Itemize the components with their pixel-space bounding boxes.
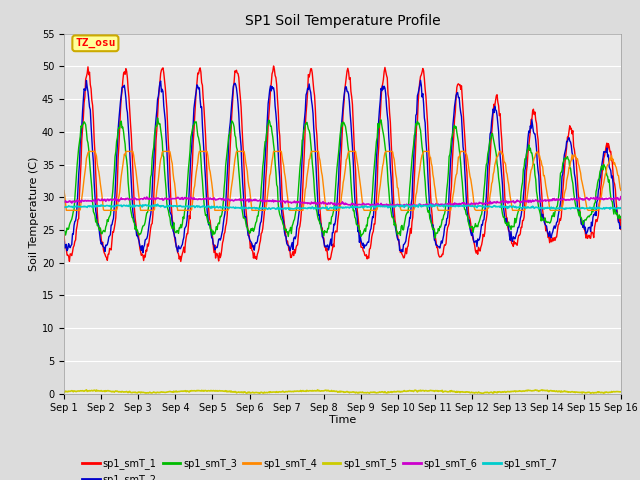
- sp1_smT_1: [183, 231, 191, 237]
- sp1_smT_6: [617, 194, 625, 200]
- sp1_smT_3: [335, 150, 342, 156]
- sp1_smT_2: [139, 250, 147, 256]
- sp1_smT_2: [617, 224, 625, 230]
- sp1_smT_2: [207, 228, 215, 234]
- sp1_smT_1: [617, 227, 625, 232]
- sp1_smT_3: [617, 214, 625, 219]
- sp1_smT_1: [269, 63, 277, 69]
- sp1_smT_2: [568, 143, 575, 149]
- sp1_smT_1: [445, 223, 452, 228]
- sp1_smT_7: [389, 204, 397, 209]
- sp1_smT_4: [60, 188, 68, 193]
- Line: sp1_smT_7: sp1_smT_7: [64, 204, 621, 210]
- sp1_smT_3: [389, 214, 397, 220]
- sp1_smT_4: [335, 207, 343, 213]
- sp1_smT_7: [182, 203, 190, 209]
- sp1_smT_4: [617, 187, 625, 193]
- sp1_smT_3: [445, 170, 452, 176]
- sp1_smT_5: [207, 387, 215, 393]
- sp1_smT_7: [445, 203, 452, 209]
- X-axis label: Time: Time: [329, 415, 356, 425]
- sp1_smT_6: [334, 201, 342, 206]
- sp1_smT_2: [183, 218, 191, 224]
- Line: sp1_smT_5: sp1_smT_5: [64, 390, 621, 394]
- sp1_smT_6: [182, 195, 190, 201]
- sp1_smT_5: [60, 390, 68, 396]
- sp1_smT_7: [335, 204, 342, 210]
- sp1_smT_6: [60, 199, 68, 205]
- sp1_smT_7: [206, 204, 214, 210]
- sp1_smT_3: [60, 228, 68, 234]
- sp1_smT_4: [85, 148, 93, 154]
- Y-axis label: Soil Temperature (C): Soil Temperature (C): [29, 156, 39, 271]
- sp1_smT_7: [255, 207, 263, 213]
- sp1_smT_3: [183, 186, 191, 192]
- sp1_smT_4: [63, 207, 70, 213]
- sp1_smT_4: [445, 207, 452, 213]
- sp1_smT_4: [390, 154, 397, 159]
- sp1_smT_3: [154, 115, 161, 121]
- sp1_smT_7: [617, 205, 625, 211]
- sp1_smT_5: [183, 388, 191, 394]
- sp1_smT_1: [207, 226, 215, 231]
- sp1_smT_6: [388, 202, 396, 208]
- sp1_smT_5: [617, 389, 625, 395]
- sp1_smT_5: [256, 391, 264, 396]
- sp1_smT_2: [335, 178, 342, 184]
- sp1_smT_1: [390, 192, 397, 198]
- Text: TZ_osu: TZ_osu: [75, 38, 116, 48]
- sp1_smT_7: [415, 202, 423, 207]
- sp1_smT_4: [184, 207, 191, 213]
- Line: sp1_smT_6: sp1_smT_6: [64, 197, 621, 206]
- sp1_smT_4: [568, 157, 575, 163]
- sp1_smT_7: [60, 204, 68, 210]
- sp1_smT_1: [60, 232, 68, 238]
- sp1_smT_1: [177, 259, 184, 264]
- sp1_smT_5: [445, 389, 452, 395]
- Legend: sp1_smT_1, sp1_smT_2, sp1_smT_3, sp1_smT_4, sp1_smT_5, sp1_smT_6, sp1_smT_7: sp1_smT_1, sp1_smT_2, sp1_smT_3, sp1_smT…: [79, 454, 562, 480]
- sp1_smT_5: [568, 389, 575, 395]
- sp1_smT_6: [206, 195, 214, 201]
- sp1_smT_5: [335, 388, 343, 394]
- sp1_smT_7: [568, 205, 575, 211]
- sp1_smT_1: [568, 125, 575, 131]
- sp1_smT_6: [398, 204, 406, 209]
- Line: sp1_smT_4: sp1_smT_4: [64, 151, 621, 210]
- sp1_smT_5: [83, 387, 90, 393]
- sp1_smT_6: [566, 197, 574, 203]
- sp1_smT_3: [431, 235, 439, 241]
- Line: sp1_smT_3: sp1_smT_3: [64, 118, 621, 238]
- sp1_smT_2: [389, 207, 397, 213]
- Line: sp1_smT_1: sp1_smT_1: [64, 66, 621, 262]
- sp1_smT_2: [60, 239, 68, 245]
- sp1_smT_1: [335, 202, 343, 207]
- sp1_smT_3: [568, 172, 575, 178]
- sp1_smT_5: [390, 389, 397, 395]
- sp1_smT_3: [207, 228, 215, 234]
- Line: sp1_smT_2: sp1_smT_2: [64, 80, 621, 253]
- sp1_smT_4: [208, 180, 216, 186]
- sp1_smT_6: [444, 201, 451, 207]
- sp1_smT_2: [445, 207, 452, 213]
- Title: SP1 Soil Temperature Profile: SP1 Soil Temperature Profile: [244, 14, 440, 28]
- sp1_smT_2: [417, 77, 424, 83]
